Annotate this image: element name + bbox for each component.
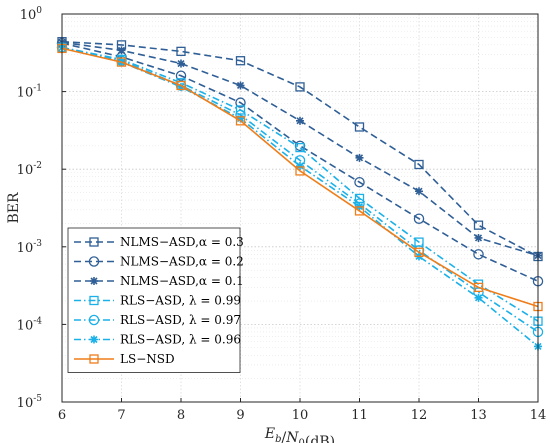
data-point-star: [355, 153, 364, 162]
data-point-star: [177, 82, 185, 91]
data-point-star: [117, 46, 126, 55]
legend-label: RLS−ASD, λ = 0.96: [120, 333, 241, 347]
legend-label: RLS−ASD, λ = 0.99: [120, 294, 241, 308]
series-line: [61, 47, 539, 308]
legend-entry: NLMS−ASD,α = 0.2: [74, 255, 244, 269]
legend-entry: RLS−ASD, λ = 0.97: [74, 313, 241, 327]
legend-label: RLS−ASD, λ = 0.97: [120, 313, 241, 327]
x-axis-label-part: (dB): [305, 434, 335, 443]
data-point-square: [235, 56, 246, 66]
legend-entry: RLS−ASD, λ = 0.99: [74, 294, 241, 308]
data-point-square: [473, 220, 484, 230]
y-tick-exponent: -2: [33, 161, 42, 171]
legend-marker-square: [89, 354, 99, 364]
data-point-star: [415, 187, 423, 196]
data-point-square: [235, 116, 246, 126]
data-point-square: [295, 166, 305, 176]
data-point-star: [236, 114, 245, 123]
data-point-square: [116, 57, 127, 67]
x-axis-label-part: /: [282, 430, 287, 443]
x-tick-label: 14: [530, 408, 547, 423]
legend: NLMS−ASD,α = 0.3 NLMS−ASD,α = 0.2 NLMS−ASD…: [67, 227, 244, 373]
x-axis-label-part: b: [275, 434, 281, 443]
data-point-star: [474, 293, 483, 302]
x-axis-label: Eb/N0(dB): [264, 426, 335, 443]
y-tick-exponent: -5: [33, 394, 42, 404]
x-tick-label: 12: [411, 408, 428, 423]
data-point-circle: [413, 213, 425, 224]
series-line: [61, 42, 539, 282]
y-tick-label: 10-3: [17, 239, 43, 256]
legend-entry: LS−NSD: [74, 352, 175, 366]
legend-marker-star: [90, 335, 98, 344]
legend-marker-star: [90, 277, 98, 285]
y-tick-exponent: 0: [36, 6, 42, 16]
data-point-square: [354, 122, 365, 132]
y-axis-ticks: 10-5 10-4 10-3 10-2 10-1 100: [17, 6, 66, 411]
series-line: [61, 46, 539, 333]
legend-entry: RLS−ASD, λ = 0.96: [74, 333, 241, 347]
x-tick-label: 10: [292, 408, 309, 423]
legend-label: NLMS−ASD,α = 0.1: [120, 274, 244, 288]
x-axis-ticks: 6 7 8 9 10 11 12 13 14: [58, 398, 546, 423]
series-7: [57, 43, 543, 312]
data-point-circle: [354, 176, 365, 188]
y-tick-label: 10-2: [17, 161, 42, 178]
x-tick-label: 8: [177, 408, 185, 423]
y-tick-exponent: -4: [33, 316, 42, 326]
data-point-square: [176, 46, 186, 57]
legend-marker-circle: [88, 256, 100, 267]
series-1: [57, 37, 543, 262]
y-axis-label: BER: [6, 192, 22, 224]
y-tick-exponent: -3: [33, 239, 42, 249]
x-axis-label-part: E: [264, 426, 275, 442]
data-point-square: [295, 142, 305, 153]
grid: [61, 13, 539, 403]
data-point-square: [473, 282, 484, 293]
data-point-square: [235, 105, 246, 115]
series-group: [56, 37, 544, 351]
data-point-square: [176, 80, 186, 91]
y-tick-label: 10-1: [17, 84, 42, 101]
x-tick-label: 11: [351, 408, 368, 423]
data-point-star: [236, 81, 245, 90]
series-3: [58, 38, 542, 260]
legend-label: LS−NSD: [120, 352, 175, 366]
data-point-circle: [473, 249, 484, 260]
x-tick-label: 9: [236, 408, 244, 423]
data-point-circle: [235, 97, 246, 108]
data-point-star: [474, 233, 483, 242]
legend-marker-square: [89, 295, 99, 306]
x-tick-label: 7: [117, 408, 125, 423]
legend-marker-circle: [88, 314, 100, 326]
data-point-square: [354, 206, 365, 216]
data-point-star: [296, 161, 304, 170]
legend-entry: NLMS−ASD,α = 0.3: [74, 235, 244, 249]
data-point-square: [295, 82, 305, 92]
y-tick-label: 10-4: [17, 316, 43, 333]
legend-label: NLMS−ASD,α = 0.2: [120, 255, 244, 269]
legend-entry: NLMS−ASD,α = 0.1: [74, 274, 244, 288]
x-tick-label: 13: [470, 408, 487, 423]
x-axis-label-part: N: [285, 430, 299, 443]
data-point-square: [414, 247, 424, 257]
x-tick-label: 6: [58, 408, 66, 423]
legend-box: [67, 227, 241, 373]
data-point-square: [354, 193, 365, 204]
y-tick-label: 100: [20, 6, 43, 23]
x-axis-label-part: 0: [299, 438, 305, 443]
data-point-square: [414, 159, 424, 170]
data-point-star: [177, 59, 185, 68]
legend-marker-square: [89, 237, 99, 247]
y-tick-label: 10-5: [17, 394, 43, 411]
data-point-star: [296, 116, 304, 125]
series-line: [61, 40, 539, 258]
y-tick-exponent: -1: [33, 84, 42, 94]
legend-label: NLMS−ASD,α = 0.3: [120, 235, 244, 249]
